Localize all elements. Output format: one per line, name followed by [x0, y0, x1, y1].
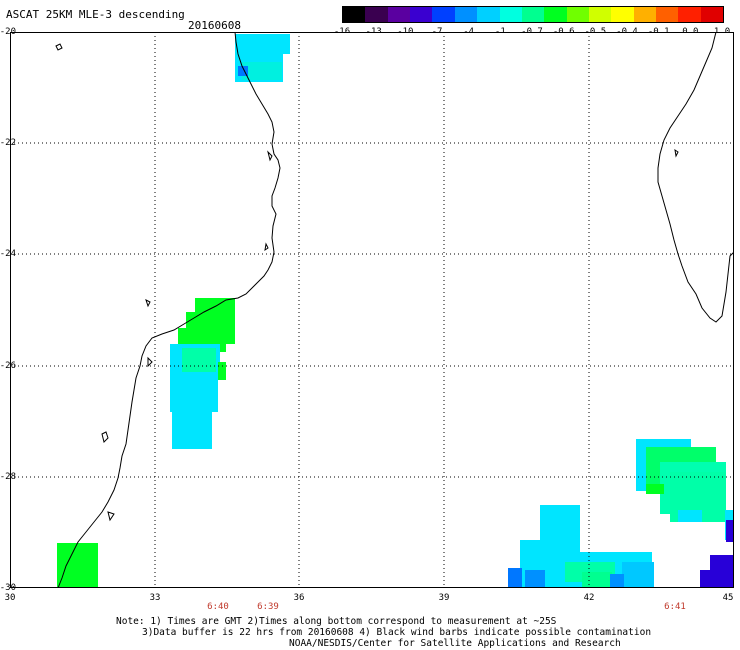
- color-scale-cell: [544, 7, 567, 22]
- color-scale-cell: [700, 7, 724, 22]
- color-scale-cell: [678, 7, 701, 22]
- y-tick: -30: [0, 583, 16, 593]
- color-scale-cell: [365, 7, 388, 22]
- y-tick: -28: [0, 472, 16, 482]
- x-tick: 39: [438, 593, 450, 603]
- color-scale-cell: [611, 7, 634, 22]
- x-tick: 33: [149, 593, 161, 603]
- x-tick: 30: [4, 593, 16, 603]
- pass-time-label: 6:40: [207, 602, 229, 612]
- color-scale-cell: [521, 7, 545, 22]
- map-plot: [10, 32, 734, 588]
- color-scale-cell: [410, 7, 433, 22]
- x-tick: 42: [583, 593, 595, 603]
- x-tick: 45: [722, 593, 734, 603]
- color-scale-cell: [566, 7, 589, 22]
- y-tick: -22: [0, 138, 16, 148]
- color-scale-cell: [432, 7, 455, 22]
- color-scale-cell: [588, 7, 612, 22]
- note-line-1: Note: 1) Times are GMT 2)Times along bot…: [116, 616, 557, 627]
- pass-time-label: 6:41: [664, 602, 686, 612]
- wind-cells: [57, 34, 734, 588]
- coastline: [55, 32, 734, 588]
- map-title: ASCAT 25KM MLE-3 descending: [6, 8, 185, 21]
- note-line-3: NOAA/NESDIS/Center for Satellite Applica…: [289, 638, 621, 649]
- graticule: [10, 32, 734, 588]
- color-scale-cell: [656, 7, 679, 22]
- plot-frame: [10, 32, 734, 588]
- note-line-2: 3)Data buffer is 22 hrs from 20160608 4)…: [142, 627, 652, 638]
- color-scale-cell: [387, 7, 411, 22]
- pass-time-label: 6:39: [257, 602, 279, 612]
- color-scale-cell: [633, 7, 657, 22]
- color-scale-cell: [454, 7, 478, 22]
- x-tick: 36: [293, 593, 305, 603]
- color-scale-cell: [477, 7, 500, 22]
- y-tick: -26: [0, 361, 16, 371]
- color-scale-cell: [499, 7, 522, 22]
- color-scale-bar: [342, 6, 724, 23]
- y-tick: -20: [0, 27, 16, 37]
- map-date: 20160608: [188, 19, 241, 32]
- color-scale-cell: [343, 7, 366, 22]
- y-tick: -24: [0, 249, 16, 259]
